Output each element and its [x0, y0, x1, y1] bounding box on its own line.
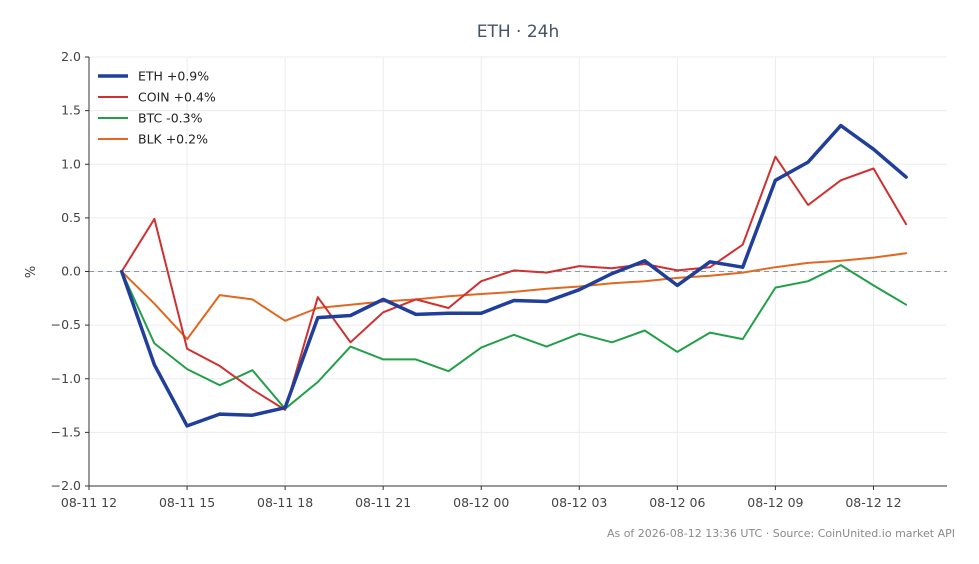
- x-tick-label: 08-11 18: [257, 495, 313, 510]
- x-tick-label: 08-11 15: [159, 495, 215, 510]
- series-line-btc: [120, 264, 908, 410]
- x-tick-label: 08-11 21: [355, 495, 411, 510]
- y-tick-label: −1.0: [51, 371, 81, 386]
- series-lines: [119, 123, 908, 428]
- legend-label-btc: BTC -0.3%: [138, 111, 203, 126]
- x-tick-label: 08-12 00: [453, 495, 509, 510]
- x-tick-label: 08-12 12: [845, 495, 901, 510]
- y-tick-label: 2.0: [61, 49, 81, 64]
- y-tick-label: −0.5: [51, 317, 81, 332]
- legend: ETH +0.9% COIN +0.4% BTC -0.3% BLK +0.2%: [98, 69, 216, 147]
- x-tick-label: 08-11 12: [61, 495, 117, 510]
- y-axis-ticks: −2.0 −1.5 −1.0 −0.5 0.0 0.5 1.0 1.5 2.0: [51, 49, 89, 493]
- legend-label-blk: BLK +0.2%: [138, 132, 208, 147]
- legend-label-eth: ETH +0.9%: [138, 69, 209, 84]
- y-tick-label: −1.5: [51, 424, 81, 439]
- y-tick-label: 1.5: [61, 103, 81, 118]
- y-axis-label: %: [24, 266, 39, 278]
- y-tick-label: −2.0: [51, 478, 81, 493]
- x-tick-label: 08-12 09: [747, 495, 803, 510]
- source-footer: As of 2026-08-12 13:36 UTC · Source: Coi…: [607, 527, 955, 540]
- series-line-eth: [119, 123, 908, 428]
- series-line-coin: [120, 155, 908, 411]
- legend-label-coin: COIN +0.4%: [138, 90, 216, 105]
- y-tick-label: 1.0: [61, 156, 81, 171]
- x-axis-ticks: 08-11 12 08-11 15 08-11 18 08-11 21 08-12 00…: [61, 486, 902, 510]
- y-tick-label: 0.0: [61, 264, 81, 279]
- y-tick-label: 0.5: [61, 210, 81, 225]
- x-tick-label: 08-12 06: [649, 495, 705, 510]
- series-line-blk: [120, 252, 908, 341]
- chart-title: ETH · 24h: [477, 22, 560, 42]
- x-tick-label: 08-12 03: [551, 495, 607, 510]
